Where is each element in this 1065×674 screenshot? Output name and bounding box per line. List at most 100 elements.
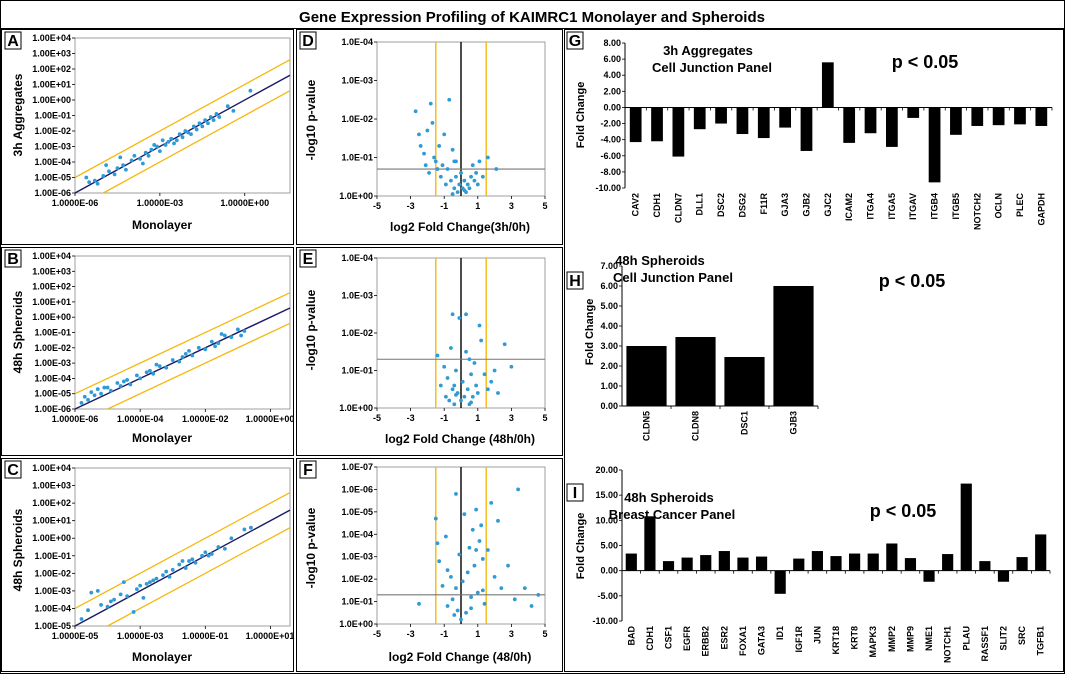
data-point [146,153,151,158]
chart-subtitle-g: Cell Junction Panel [652,60,772,75]
y-axis-label-h: Fold Change [584,299,596,366]
y-tick-label: 1.00E-02 [34,126,71,136]
data-point [470,163,475,168]
x-tick-label: 1 [475,413,480,423]
data-point [105,385,110,390]
data-point [475,391,480,395]
y-tick-label: 1.00E+00 [32,312,71,322]
y-axis-label-f: -log10 p-value [304,507,318,588]
bar [793,558,805,571]
y-tick-label: 1.0E-03 [341,552,373,562]
figure-title: Gene Expression Profiling of KAIMRC1 Mon… [299,9,765,26]
data-point [138,583,143,588]
data-point [118,155,123,160]
y-tick-label: 1.00E+01 [32,516,71,526]
y-tick-label: 15.00 [595,490,618,500]
data-point [417,132,421,137]
data-point [209,552,214,556]
fold-threshold-line [107,322,291,410]
y-tick-label: 5.00 [600,301,618,311]
data-point [79,400,84,405]
bar [886,107,898,147]
category-label: IGF1R [794,626,804,653]
data-point [197,121,202,126]
data-point [99,391,103,396]
data-point [443,182,448,187]
data-point [118,384,123,388]
data-point [183,352,188,356]
data-point [480,557,485,561]
data-point [454,368,458,373]
data-point [112,172,117,177]
data-point [467,186,472,191]
data-point [170,358,175,362]
data-point [430,120,435,125]
data-point [454,392,458,397]
data-point [141,596,146,600]
y-tick-label: 1.00E-03 [34,142,71,152]
bar [644,516,656,571]
data-point [462,178,467,183]
data-point [496,518,500,523]
data-point [177,562,182,567]
data-point [128,382,133,387]
bar [907,107,920,118]
data-point [157,149,162,154]
data-point [213,344,217,349]
data-point [186,130,191,135]
data-point [489,379,494,384]
data-point [115,381,120,385]
data-point [163,143,168,147]
data-point [216,341,221,346]
data-point [170,567,175,572]
category-label: PLAU [961,626,971,651]
y-tick-label: 2.00 [603,86,621,96]
data-point [151,371,156,376]
x-tick-label: 1.0000E-06 [52,198,99,208]
y-axis-label-g: Fold Change [575,82,587,149]
panel-h: H 48h Spheroids Cell Junction Panel p < … [566,253,945,441]
data-point [450,312,455,317]
category-label: TGFB1 [1036,626,1046,656]
data-point [183,566,188,570]
fold-threshold-line [74,492,291,610]
data-point [452,159,457,164]
data-point [480,588,485,593]
category-label: GATA3 [757,626,767,655]
data-point [418,144,423,148]
bar [736,107,749,135]
data-point [203,118,208,123]
y-tick-label: 1.00E-05 [34,389,71,399]
x-axis-label-c: Monolayer [132,650,192,664]
data-point [485,387,490,392]
data-point [464,312,468,317]
y-tick-label: 1.00E+01 [32,297,71,307]
data-point [248,88,253,93]
data-point [209,339,214,344]
y-tick-label: 8.00 [603,38,621,48]
data-point [457,182,462,187]
data-point [477,539,482,543]
data-point [445,568,450,573]
bar [979,561,991,571]
panel-g: G 3h Aggregates Cell Junction Panel p < … [566,31,1053,230]
y-tick-label: -5.00 [597,591,618,601]
data-point [450,597,455,602]
bar [923,570,935,582]
data-point [134,587,139,592]
category-label: CSF1 [664,626,674,649]
data-point [79,617,84,621]
y-tick-label: 4.00 [600,321,618,331]
data-point [435,541,440,546]
data-point [454,492,458,496]
data-point [180,135,185,140]
data-point [432,155,437,160]
y-tick-label: 1.00E-06 [34,188,71,198]
bar [773,286,814,406]
data-point [467,357,472,362]
x-axis-label-b: Monolayer [132,431,192,445]
data-point [216,545,221,549]
data-point [499,586,504,591]
y-tick-label: -2.00 [600,119,621,129]
category-label: NME1 [924,626,934,651]
